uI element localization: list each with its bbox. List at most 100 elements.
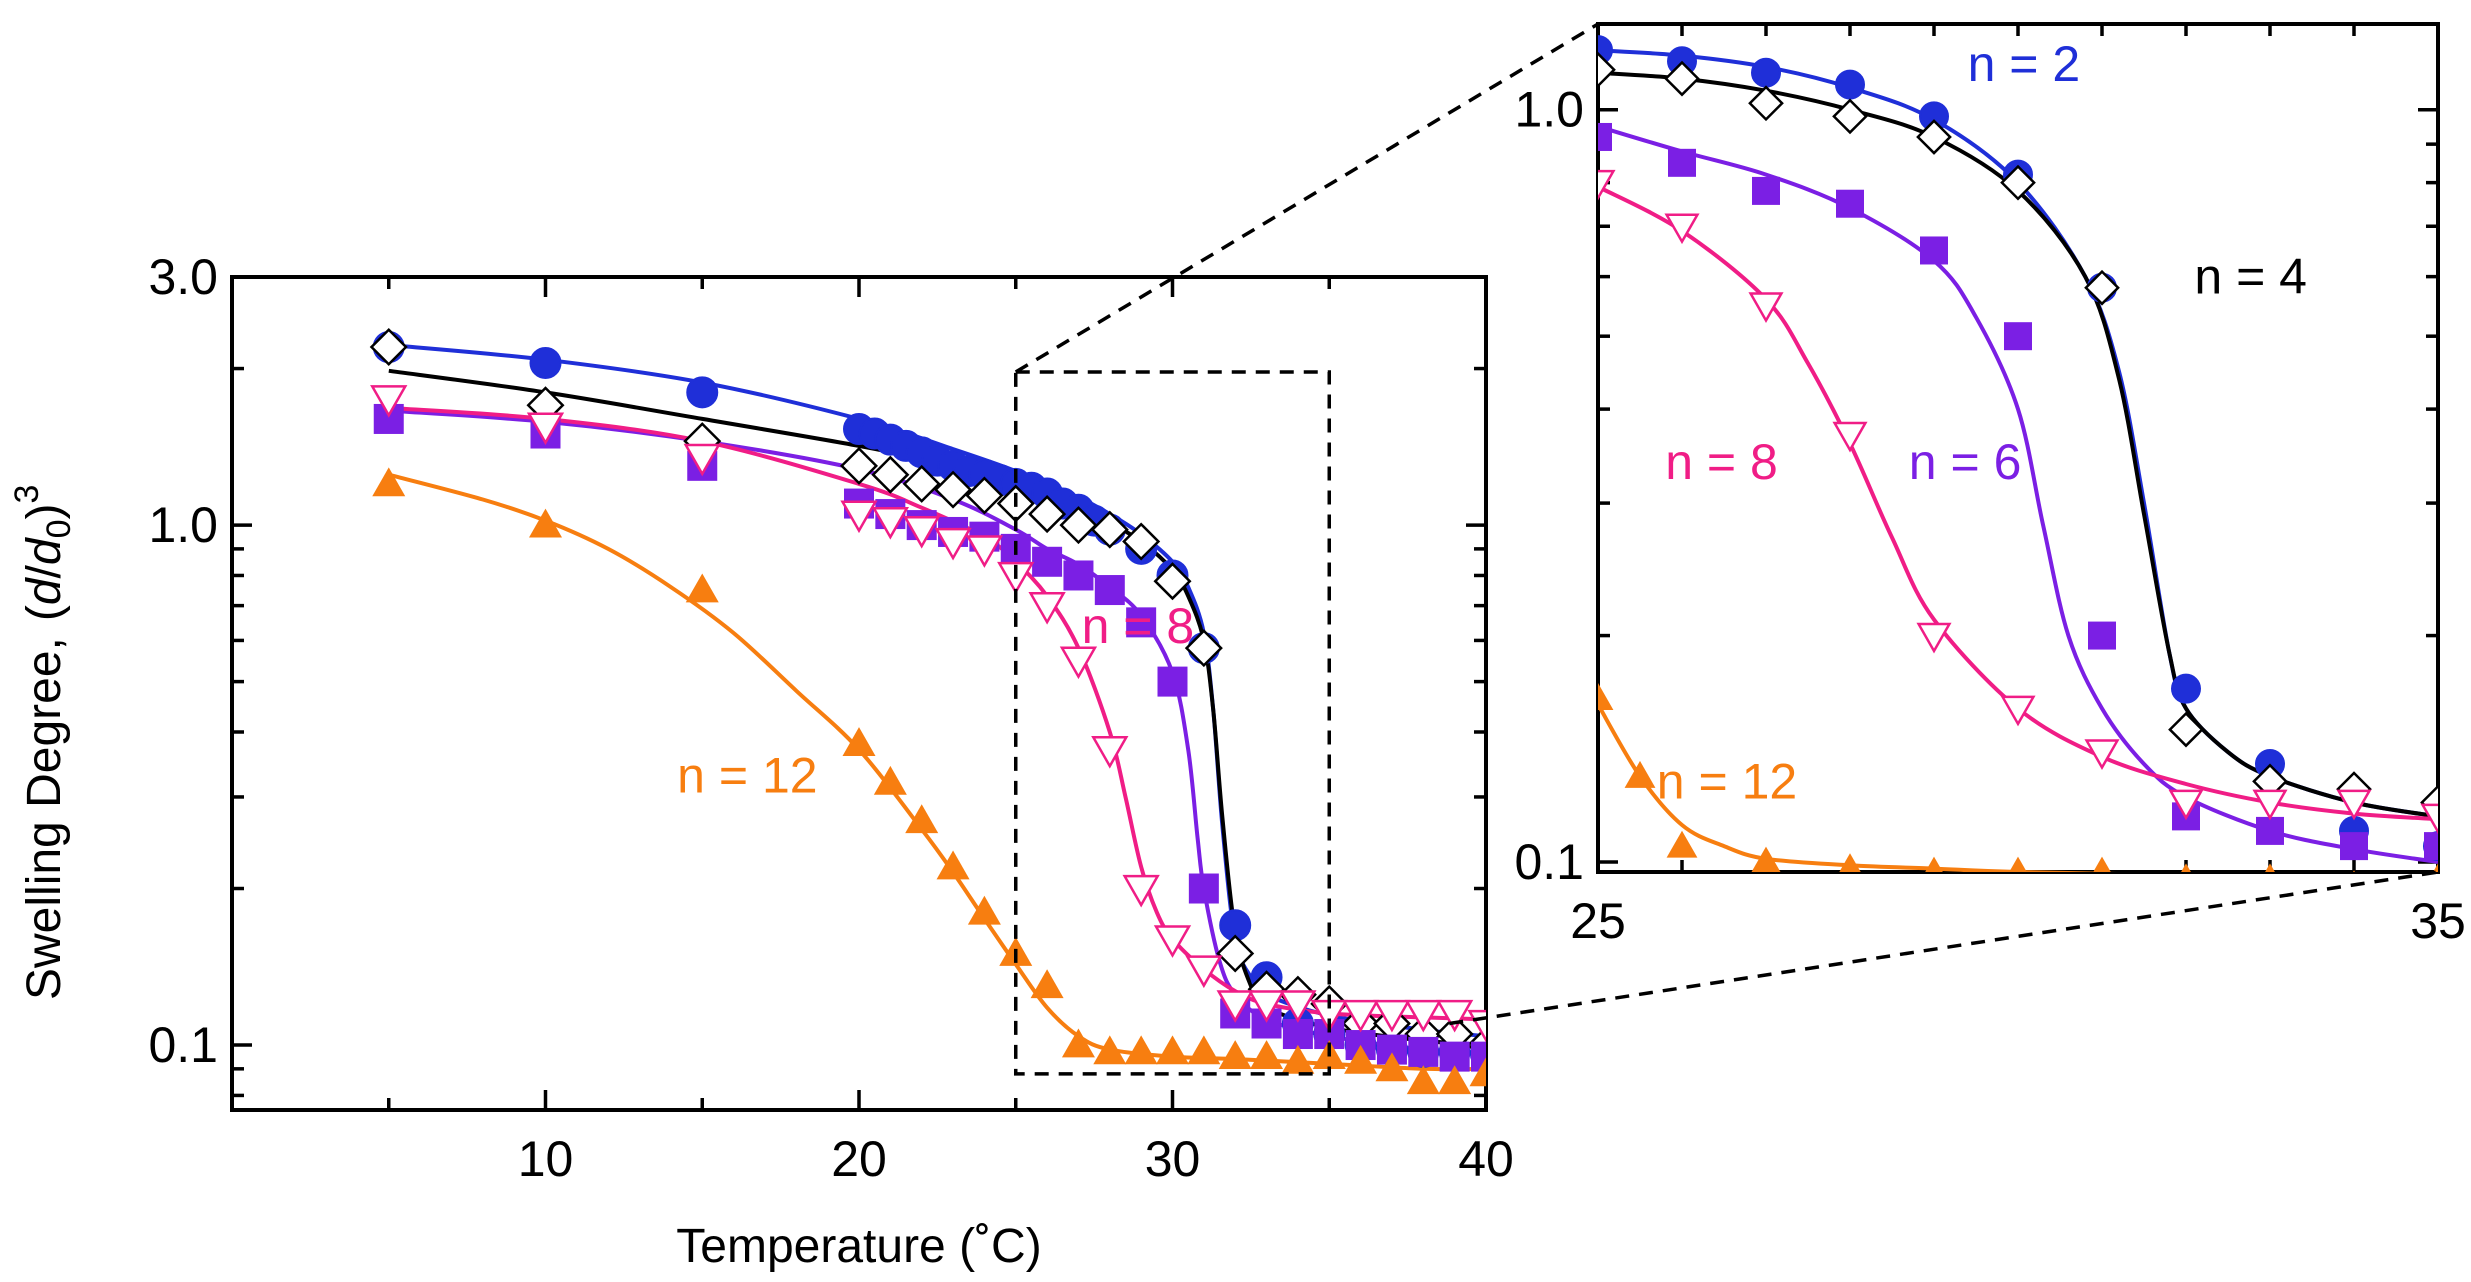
inset-point-s4 [2181,863,2191,872]
main-point-s4 [905,804,939,834]
main-data [369,328,1486,1095]
main-point-s1 [1122,522,1161,561]
main-point-s4 [1218,1040,1252,1069]
inset-point-s2 [2424,832,2438,861]
zoom-indicator [1014,22,2439,1076]
main-fit-curve-2 [388,408,1486,1057]
main-point-s1 [839,446,879,485]
main-point-s3 [1028,591,1066,625]
main-point-s4 [1061,1028,1095,1058]
inset-point-s2 [2256,816,2284,845]
y-axis-title: Swelling Degree,(d/d0)3 [8,485,78,1000]
main-point-s3 [1216,990,1254,1023]
inset-point-s3 [1664,213,1700,245]
y-axis-title-close: ) [18,504,71,520]
y-axis-title-d2: d [18,537,71,565]
inset-point-s3 [1748,292,1784,323]
main-point-s4 [967,895,1001,925]
inset-point-s4 [1666,830,1698,858]
main-point-s4 [1375,1052,1409,1082]
main-point-s1 [934,470,973,509]
y-axis-title-d1: d [18,577,71,605]
inset-point-s3 [2084,739,2120,771]
main-point-s1 [965,476,1004,515]
main-point-s3 [526,412,565,446]
main-point-s3 [1247,990,1286,1023]
main-point-s3 [1059,646,1098,680]
inset-point-s2 [1668,148,1696,177]
main-point-s3 [370,385,408,418]
main-point-s4 [1250,1040,1284,1069]
main-point-s2 [1157,666,1188,697]
main-x-tick-label: 30 [1145,1131,1201,1187]
main-point-s4 [1124,1035,1158,1065]
main-point-s3 [1153,925,1192,958]
zoom-connector-top [1014,22,1599,374]
inset-y-tick-label: 0.1 [1514,834,1584,890]
inset-point-s1 [1916,119,1952,155]
main-point-s1 [1059,506,1098,545]
y-axis-title-open: ( [18,605,71,621]
inset-point-s2 [1920,236,1948,265]
main-point-s2 [1063,560,1094,591]
inset-point-s2 [1836,189,1864,218]
main-point-s3 [1404,999,1442,1033]
main-x-tick-label: 10 [518,1131,574,1187]
main-point-s1 [1184,629,1223,668]
main-point-s4 [529,508,562,538]
main-point-s3 [903,516,941,549]
inset-point-s4 [2433,863,2438,872]
main-point-s3 [840,500,878,534]
inset-x-tick-label: 25 [1570,893,1626,949]
inset-point-s4 [2265,863,2275,872]
y-axis-title-text: Swelling Degree, [18,637,71,1000]
inset-point-s1 [2084,269,2120,306]
main-point-s4 [842,727,876,756]
main-point-s2 [1282,1019,1313,1050]
main-series-label-3: n = 8 [1082,598,1195,654]
main-point-s4 [1030,969,1064,999]
y-axis-title-slash: / [18,564,71,578]
main-point-s3 [1279,990,1317,1023]
main-point-s3 [1435,999,1474,1033]
inset-fit-curve-2 [1598,124,2438,864]
main-y-tick-label: 0.1 [148,1017,218,1073]
inset-x-tick-label: 35 [2410,893,2466,949]
main-fit-curve-3 [388,405,1486,1022]
inset-point-s3 [1916,622,1952,654]
main-point-s1 [1090,510,1129,549]
inset-series-label-1: n = 4 [2194,249,2307,305]
inset-point-s2 [2004,322,2032,351]
main-y-tick-label: 3.0 [148,249,218,305]
main-point-s2 [1126,607,1157,638]
inset-point-s3 [1832,421,1868,453]
zoom-box [1014,370,1331,1076]
inset-point-s4 [2353,870,2355,872]
main-point-s1 [1153,562,1192,601]
inset-point-s0 [2171,673,2201,704]
main-point-s4 [936,850,970,880]
main-point-s4 [873,765,907,795]
inset-point-s1 [1664,60,1700,97]
inset-point-s1 [2000,164,2036,201]
inset-point-s4 [2093,856,2111,872]
main-point-s1 [1028,495,1067,534]
inset-point-s3 [1598,169,1616,201]
inset-point-s3 [2420,803,2438,835]
inset-series-label-3: n = 8 [1665,434,1778,490]
main-point-s4 [1438,1065,1472,1095]
inset-y-tick-label: 1.0 [1514,82,1584,138]
inset-point-s3 [2252,789,2288,821]
inset-point-s2 [2340,832,2368,861]
inset-data [1598,35,2438,872]
main-point-s3 [1185,955,1223,989]
main-x-tick-label: 40 [1458,1131,1514,1187]
inset-point-s1 [2168,711,2204,748]
main-point-s3 [1373,999,1411,1033]
inset-series-label-2: n = 6 [1909,434,2022,490]
main-point-s4 [1469,1057,1486,1087]
main-point-s2 [1188,873,1219,904]
main-point-s3 [1091,735,1129,769]
main-point-s4 [685,573,719,603]
